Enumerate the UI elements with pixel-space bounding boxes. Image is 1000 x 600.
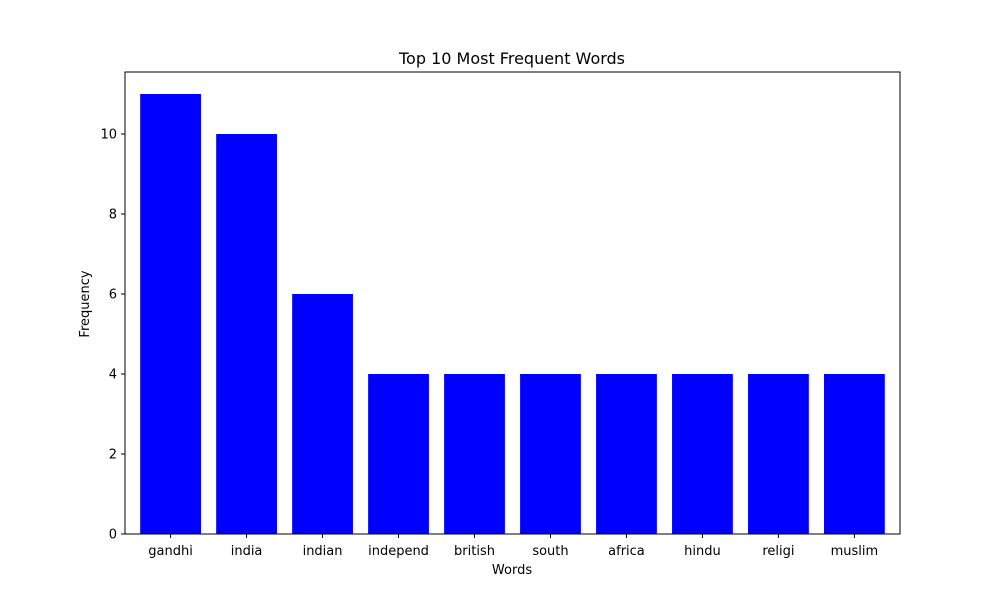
- bar-india: [216, 134, 277, 534]
- y-tick-label: 0: [109, 528, 117, 543]
- x-tick-label: gandhi: [148, 544, 193, 559]
- x-axis-ticks: gandhi india indian independ british south afr…: [148, 534, 878, 559]
- x-tick-label: hindu: [684, 544, 721, 559]
- y-tick-label: 4: [109, 368, 117, 383]
- bars-group: [140, 94, 885, 534]
- x-tick-label: independ: [368, 544, 429, 559]
- bar-hindu: [672, 374, 733, 534]
- y-tick-label: 8: [109, 208, 117, 223]
- bar-independ: [368, 374, 429, 534]
- bar-muslim: [824, 374, 885, 534]
- x-tick-label: africa: [608, 544, 645, 559]
- bar-south: [520, 374, 581, 534]
- x-tick-label: india: [231, 544, 263, 559]
- plot-area-frame: [124, 71, 901, 535]
- y-tick-label: 6: [109, 288, 117, 303]
- x-axis-label: Words: [492, 563, 532, 578]
- chart-title: Top 10 Most Frequent Words: [398, 49, 625, 68]
- x-tick-label: religi: [762, 544, 794, 559]
- x-tick-label: indian: [303, 544, 343, 559]
- bar-indian: [292, 294, 353, 534]
- y-tick-label: 10: [100, 128, 117, 143]
- x-tick-label: south: [532, 544, 568, 559]
- x-tick-label: british: [454, 544, 495, 559]
- bar-religi: [748, 374, 809, 534]
- bar-british: [444, 374, 505, 534]
- bar-africa: [596, 374, 657, 534]
- bar-gandhi: [140, 94, 201, 534]
- y-tick-label: 2: [109, 448, 117, 463]
- y-axis-label: Frequency: [78, 270, 93, 337]
- y-axis-ticks: 0 2 4 6 8 10: [100, 128, 125, 543]
- x-tick-label: muslim: [831, 544, 879, 559]
